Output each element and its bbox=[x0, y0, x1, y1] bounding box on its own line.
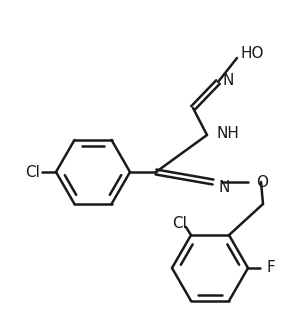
Text: HO: HO bbox=[240, 45, 263, 61]
Text: Cl: Cl bbox=[25, 165, 40, 179]
Text: N: N bbox=[218, 179, 230, 194]
Text: Cl: Cl bbox=[172, 216, 187, 231]
Text: F: F bbox=[267, 260, 276, 276]
Text: N: N bbox=[223, 72, 234, 88]
Text: NH: NH bbox=[217, 126, 240, 140]
Text: O: O bbox=[256, 175, 268, 190]
